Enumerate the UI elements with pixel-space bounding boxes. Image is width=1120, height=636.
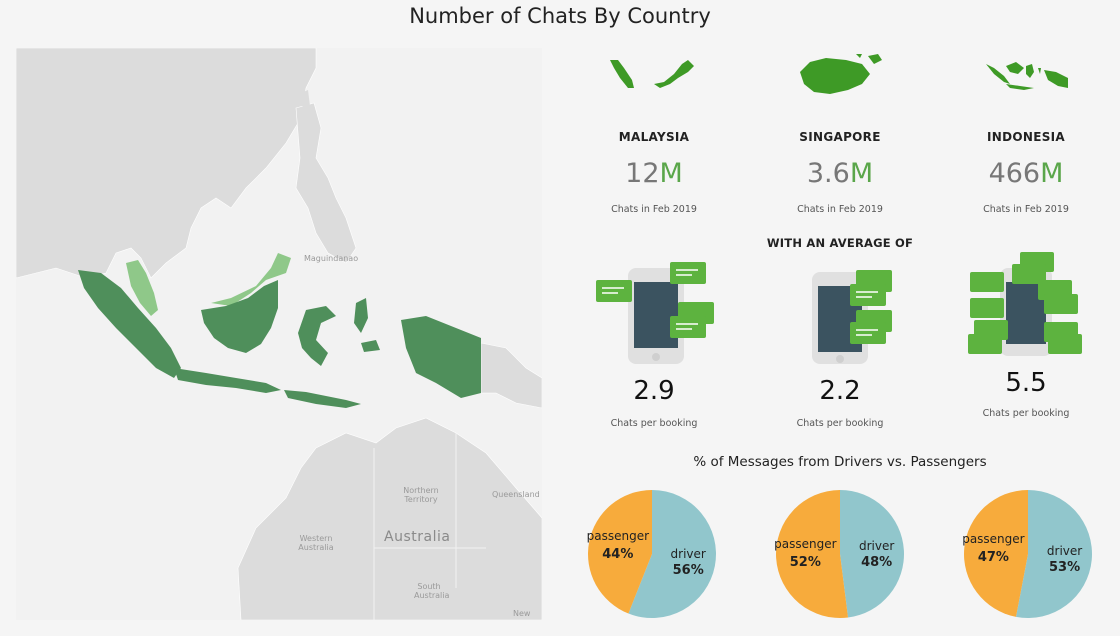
map-label-maguindanao: Maguindanao [304, 254, 359, 263]
pie-chart-indonesia: driver 53% passenger 47% [962, 490, 1092, 618]
chats-value-malaysia: 12M [625, 158, 683, 189]
map-label-australia: Australia [384, 529, 451, 545]
pie-label-passenger: passenger [587, 529, 649, 543]
pie-value-passenger: 47% [978, 550, 1009, 565]
singapore-shape-icon [800, 54, 882, 94]
pie-chart-singapore: driver 48% passenger 52% [774, 490, 905, 618]
chats-caption-singapore: Chats in Feb 2019 [797, 204, 883, 215]
map-country-indonesia-java [174, 368, 281, 393]
pie-value-driver: 48% [861, 555, 892, 570]
avg-caption-malaysia: Chats per booking [610, 418, 698, 429]
pie-slice-driver[interactable] [628, 490, 716, 618]
pie-value-driver: 56% [673, 563, 704, 578]
chats-caption-malaysia: Chats in Feb 2019 [611, 204, 697, 215]
map-country-indonesia-maluku [354, 298, 380, 352]
map-country-indonesia-sumatra [78, 270, 181, 378]
map-land-philippines [295, 102, 357, 264]
chats-value-singapore: 3.6M [806, 158, 874, 189]
map-land-australia [237, 417, 542, 620]
map-label-new: New [513, 609, 531, 618]
country-name-indonesia: INDONESIA [986, 130, 1065, 144]
map-country-indonesia-nusa [284, 390, 361, 408]
avg-value-singapore: 2.2 [819, 376, 861, 406]
map-country-indonesia-kalimantan [201, 280, 278, 353]
page-title: Number of Chats By Country [409, 4, 711, 28]
map-land-mainland [16, 48, 317, 279]
pie-label-driver: driver [859, 539, 894, 553]
country-name-malaysia: MALAYSIA [618, 130, 690, 144]
phone-chat-icon-indonesia [968, 252, 1082, 356]
avg-caption-indonesia: Chats per booking [982, 408, 1070, 419]
pie-slice-passenger[interactable] [588, 490, 652, 614]
pie-label-driver: driver [671, 547, 706, 561]
country-map[interactable]: Maguindanao Northern Territory Queensland… [16, 48, 542, 620]
pie-slice-passenger[interactable] [964, 490, 1028, 617]
malaysia-shape-icon [610, 60, 694, 88]
pie-value-passenger: 52% [790, 555, 821, 570]
map-country-malaysia-borneo [211, 253, 291, 306]
pie-chart-title: % of Messages from Drivers vs. Passenger… [693, 454, 987, 470]
pie-label-passenger: passenger [774, 537, 836, 551]
pie-slice-passenger[interactable] [776, 490, 849, 618]
map-country-indonesia-papua [401, 316, 481, 398]
pie-label-passenger: passenger [962, 532, 1024, 546]
phone-chat-icon-malaysia [596, 262, 714, 364]
map-label-northern-territory: Northern Territory [403, 486, 439, 504]
map-land-taiwan [301, 90, 310, 110]
avg-value-indonesia: 5.5 [1005, 368, 1047, 398]
chats-caption-indonesia: Chats in Feb 2019 [983, 204, 1069, 215]
country-name-singapore: SINGAPORE [799, 130, 881, 144]
map-label-queensland: Queensland [492, 490, 540, 499]
pie-label-driver: driver [1047, 544, 1082, 558]
avg-caption-singapore: Chats per booking [796, 418, 884, 429]
average-heading: WITH AN AVERAGE OF [766, 236, 914, 250]
map-label-western-australia: Western Australia [298, 534, 334, 552]
pie-slice-driver[interactable] [840, 490, 905, 618]
pie-chart-malaysia: driver 56% passenger 44% [587, 490, 716, 618]
map-land-png [480, 342, 542, 409]
pie-slice-driver[interactable] [1016, 490, 1092, 618]
chats-value-indonesia: 466M [988, 158, 1064, 189]
pie-value-driver: 53% [1049, 560, 1080, 575]
phone-chat-icon-singapore [812, 270, 892, 364]
map-country-malaysia-peninsula [126, 260, 158, 316]
map-svg [16, 48, 542, 620]
pie-value-passenger: 44% [602, 547, 633, 562]
map-label-south-australia: South Australia [414, 582, 450, 600]
indonesia-shape-icon [986, 62, 1068, 90]
avg-value-malaysia: 2.9 [633, 376, 675, 406]
map-country-indonesia-sulawesi [298, 306, 336, 366]
